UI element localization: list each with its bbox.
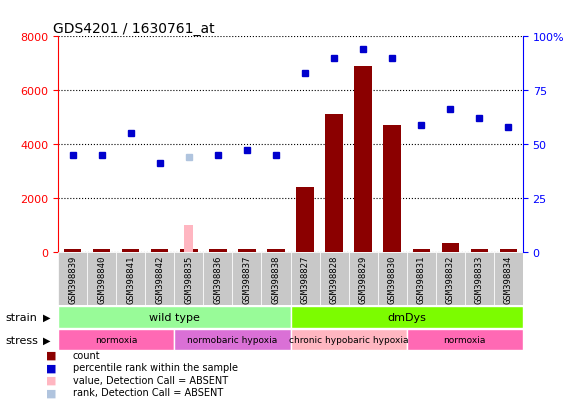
Bar bbox=[238, 250, 256, 252]
Text: ■: ■ bbox=[46, 363, 57, 373]
Bar bbox=[58, 306, 290, 328]
Bar bbox=[407, 329, 523, 351]
Text: rank, Detection Call = ABSENT: rank, Detection Call = ABSENT bbox=[73, 387, 223, 397]
Bar bbox=[116, 252, 145, 306]
Text: ■: ■ bbox=[46, 387, 57, 397]
Text: GSM398838: GSM398838 bbox=[271, 254, 281, 303]
Text: GSM398835: GSM398835 bbox=[184, 254, 193, 303]
Bar bbox=[93, 250, 110, 252]
Bar bbox=[58, 329, 174, 351]
Bar bbox=[180, 250, 198, 252]
Text: GSM398832: GSM398832 bbox=[446, 254, 455, 303]
Bar bbox=[290, 252, 320, 306]
Text: percentile rank within the sample: percentile rank within the sample bbox=[73, 363, 238, 373]
Bar bbox=[290, 329, 407, 351]
Bar bbox=[354, 66, 372, 252]
Text: GSM398833: GSM398833 bbox=[475, 254, 484, 303]
Bar bbox=[87, 252, 116, 306]
Text: ■: ■ bbox=[46, 350, 57, 360]
Bar bbox=[296, 188, 314, 252]
Bar bbox=[261, 252, 290, 306]
Text: stress: stress bbox=[6, 335, 39, 345]
Text: normoxia: normoxia bbox=[444, 335, 486, 344]
Text: GSM398839: GSM398839 bbox=[68, 254, 77, 303]
Text: GSM398831: GSM398831 bbox=[417, 254, 426, 303]
Bar bbox=[151, 250, 168, 252]
Bar bbox=[471, 250, 488, 252]
Text: GSM398840: GSM398840 bbox=[97, 254, 106, 303]
Bar bbox=[325, 115, 343, 252]
Bar bbox=[383, 126, 401, 252]
Text: GSM398837: GSM398837 bbox=[242, 254, 252, 303]
Bar bbox=[465, 252, 494, 306]
Bar bbox=[349, 252, 378, 306]
Bar bbox=[413, 250, 430, 252]
Text: normobaric hypoxia: normobaric hypoxia bbox=[187, 335, 278, 344]
Bar bbox=[232, 252, 261, 306]
Bar bbox=[203, 252, 232, 306]
Text: normoxia: normoxia bbox=[95, 335, 137, 344]
Text: ■: ■ bbox=[46, 375, 57, 385]
Text: GSM398829: GSM398829 bbox=[358, 254, 368, 303]
Text: ▶: ▶ bbox=[43, 335, 50, 345]
Text: GSM398827: GSM398827 bbox=[300, 254, 310, 303]
Text: GDS4201 / 1630761_at: GDS4201 / 1630761_at bbox=[53, 22, 215, 36]
Bar bbox=[407, 252, 436, 306]
Bar bbox=[500, 250, 517, 252]
Bar bbox=[267, 250, 285, 252]
Text: strain: strain bbox=[6, 312, 38, 322]
Bar bbox=[494, 252, 523, 306]
Bar bbox=[64, 250, 81, 252]
Bar bbox=[174, 329, 290, 351]
Bar bbox=[184, 225, 193, 252]
Bar bbox=[442, 244, 459, 252]
Bar bbox=[290, 306, 523, 328]
Text: GSM398834: GSM398834 bbox=[504, 254, 513, 303]
Bar bbox=[58, 252, 87, 306]
Text: wild type: wild type bbox=[149, 312, 200, 322]
Bar bbox=[174, 252, 203, 306]
Bar bbox=[436, 252, 465, 306]
Bar bbox=[378, 252, 407, 306]
Bar bbox=[209, 250, 227, 252]
Text: GSM398828: GSM398828 bbox=[329, 254, 339, 303]
Text: value, Detection Call = ABSENT: value, Detection Call = ABSENT bbox=[73, 375, 228, 385]
Bar bbox=[320, 252, 349, 306]
Bar bbox=[122, 250, 139, 252]
Text: ▶: ▶ bbox=[43, 312, 50, 322]
Bar bbox=[145, 252, 174, 306]
Text: GSM398842: GSM398842 bbox=[155, 254, 164, 303]
Text: GSM398830: GSM398830 bbox=[388, 254, 397, 303]
Text: GSM398841: GSM398841 bbox=[126, 254, 135, 303]
Text: count: count bbox=[73, 350, 101, 360]
Text: chronic hypobaric hypoxia: chronic hypobaric hypoxia bbox=[289, 335, 408, 344]
Text: dmDys: dmDys bbox=[388, 312, 426, 322]
Text: GSM398836: GSM398836 bbox=[213, 254, 223, 303]
